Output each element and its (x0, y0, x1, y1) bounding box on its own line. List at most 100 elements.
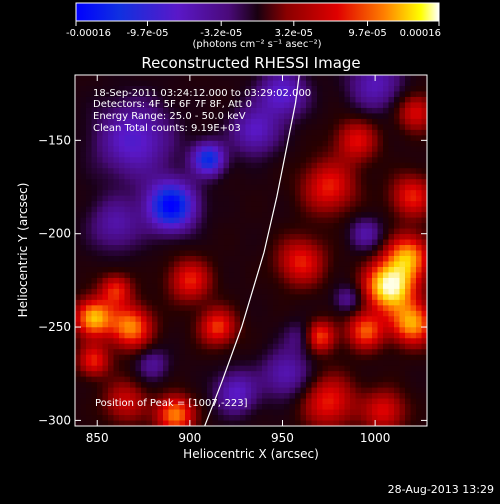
heatmap-cell (168, 102, 175, 109)
heatmap-cell (102, 80, 109, 87)
heatmap-cell (344, 102, 351, 109)
heatmap-cell (317, 272, 324, 279)
heatmap-cell (174, 393, 181, 400)
heatmap-cell (317, 212, 324, 219)
heatmap-cell (328, 415, 335, 422)
heatmap-cell (289, 234, 296, 241)
heatmap-cell (311, 316, 318, 323)
heatmap-cell (421, 190, 427, 197)
heatmap-cell (240, 332, 247, 339)
heatmap-cell (416, 387, 423, 394)
heatmap-cell (399, 294, 406, 301)
heatmap-cell (179, 305, 186, 312)
heatmap-cell (267, 316, 274, 323)
heatmap-cell (328, 184, 335, 191)
heatmap-cell (75, 404, 82, 411)
heatmap-cell (146, 168, 153, 175)
heatmap-cell (328, 85, 335, 93)
heatmap-cell (300, 371, 307, 378)
heatmap-cell (201, 129, 208, 136)
heatmap-cell (295, 420, 302, 426)
heatmap-cell (377, 217, 384, 224)
heatmap-cell (388, 151, 395, 158)
heatmap-cell (157, 173, 164, 180)
heatmap-cell (355, 250, 362, 257)
heatmap-cell (383, 146, 390, 153)
heatmap-cell (223, 118, 230, 125)
heatmap-cell (372, 129, 379, 136)
heatmap-cell (163, 321, 170, 328)
heatmap-cell (267, 168, 274, 175)
heatmap-cell (75, 343, 82, 350)
heatmap-cell (179, 151, 186, 158)
heatmap-cell (366, 338, 373, 345)
heatmap-cell (361, 393, 368, 400)
heatmap-cell (361, 365, 368, 372)
heatmap-cell (152, 107, 159, 114)
heatmap-cell (284, 277, 291, 284)
heatmap-cell (113, 151, 120, 158)
heatmap-cell (256, 294, 263, 301)
heatmap-cell (278, 382, 285, 389)
heatmap-cell (91, 321, 98, 328)
heatmap-cell (240, 234, 247, 241)
heatmap-cell (196, 305, 203, 312)
heatmap-cell (273, 299, 280, 306)
heatmap-cell (80, 195, 87, 202)
heatmap-cell (306, 255, 313, 263)
heatmap-cell (355, 409, 362, 416)
heatmap-cell (372, 288, 379, 295)
heatmap-cell (273, 184, 280, 191)
heatmap-cell (196, 124, 203, 131)
heatmap-cell (311, 409, 318, 416)
heatmap-cell (174, 217, 181, 224)
heatmap-cell (108, 354, 115, 361)
heatmap-cell (339, 393, 346, 400)
heatmap-cell (333, 239, 340, 246)
heatmap-cell (350, 255, 357, 263)
heatmap-cell (119, 206, 126, 213)
heatmap-cell (146, 179, 153, 186)
heatmap-cell (174, 266, 181, 274)
heatmap-cell (344, 349, 351, 356)
heatmap-cell (383, 343, 390, 350)
heatmap-cell (179, 228, 186, 235)
heatmap-cell (130, 343, 137, 350)
heatmap-cell (185, 327, 192, 334)
heatmap-cell (218, 80, 225, 87)
heatmap-cell (119, 157, 126, 164)
heatmap-cell (284, 321, 291, 328)
heatmap-cell (262, 157, 269, 164)
heatmap-cell (262, 96, 269, 104)
heatmap-cell (146, 332, 153, 339)
heatmap-cell (97, 212, 104, 219)
heatmap-cell (251, 294, 258, 301)
heatmap-cell (322, 118, 329, 125)
heatmap-cell (201, 277, 208, 284)
heatmap-cell (185, 140, 192, 147)
heatmap-cell (366, 321, 373, 328)
heatmap-cell (306, 157, 313, 164)
heatmap-cell (278, 245, 285, 252)
heatmap-cell (306, 288, 313, 295)
heatmap-cell (300, 162, 307, 169)
heatmap-cell (102, 305, 109, 312)
heatmap-cell (201, 206, 208, 213)
heatmap-cell (212, 212, 219, 219)
heatmap-cell (163, 360, 170, 367)
heatmap-cell (372, 327, 379, 334)
heatmap-cell (416, 118, 423, 125)
heatmap-cell (240, 272, 247, 279)
heatmap-cell (377, 124, 384, 131)
heatmap-cell (168, 212, 175, 219)
heatmap-cell (229, 415, 236, 422)
heatmap-cell (212, 316, 219, 323)
heatmap-cell (75, 168, 82, 175)
heatmap-cell (306, 75, 313, 82)
heatmap-cell (102, 91, 109, 98)
heatmap-cell (416, 195, 423, 202)
heatmap-cell (284, 135, 291, 142)
heatmap-cell (212, 266, 219, 274)
heatmap-cell (130, 151, 137, 158)
